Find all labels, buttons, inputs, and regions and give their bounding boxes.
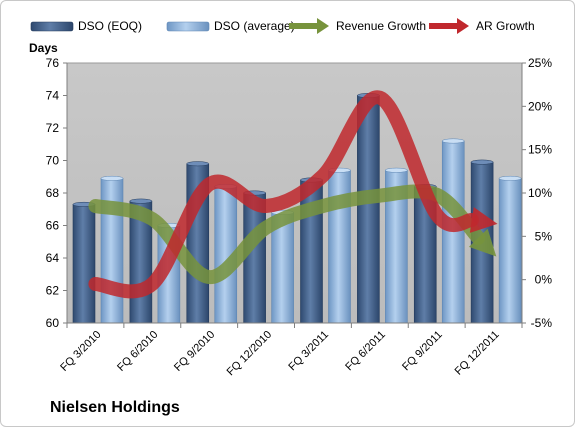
legend-swatch-dso-average <box>166 21 210 32</box>
bar-top-dso-average-0 <box>100 175 124 181</box>
legend-label-ar-growth: AR Growth <box>476 19 535 33</box>
bar-dso-eoq-0 <box>72 204 96 324</box>
y-right-tick-label-4: 15% <box>528 143 552 157</box>
legend-swatch-dso-eoq <box>30 21 74 32</box>
x-tick-label-1: FQ 6/2010 <box>115 329 160 374</box>
bar-dso-average-0 <box>100 178 124 324</box>
x-tick-label-7: FQ 12/2011 <box>453 329 502 378</box>
legend-label-revenue-growth: Revenue Growth <box>336 19 426 33</box>
bar-top-dso-eoq-2 <box>186 161 209 167</box>
y-left-tick-label-2: 64 <box>46 251 60 265</box>
line-ar-growth <box>88 90 479 299</box>
y-left-tick-label-1: 62 <box>46 284 60 298</box>
x-tick-label-5: FQ 6/2011 <box>343 329 388 374</box>
y-left-tick-label-0: 60 <box>46 316 60 330</box>
bar-top-dso-average-6 <box>442 138 465 144</box>
line-layer <box>88 90 498 299</box>
y-right-tick-label-1: 0% <box>535 273 553 287</box>
bar-top-dso-eoq-1 <box>129 198 153 204</box>
y-left-tick-label-6: 72 <box>46 121 60 135</box>
y-left-tick-label-3: 66 <box>46 219 60 233</box>
y-right-tick-label-0: -5% <box>531 316 553 330</box>
bar-top-dso-eoq-7 <box>470 159 494 165</box>
bar-top-dso-average-5 <box>385 167 408 173</box>
y-left-tick-label-7: 74 <box>46 89 60 103</box>
bar-top-dso-average-7 <box>498 175 522 181</box>
x-tick-label-3: FQ 12/2010 <box>225 329 275 379</box>
y-right-tick-label-3: 10% <box>528 186 552 200</box>
legend-arrow-ar-growth <box>457 18 469 34</box>
y-left-tick-label-8: 76 <box>46 56 60 70</box>
y-left-tick-label-4: 68 <box>46 186 60 200</box>
y-right-tick-label-5: 20% <box>528 99 552 113</box>
y-right-tick-label-6: 25% <box>528 56 552 70</box>
arrow-head-ar-growth <box>469 207 498 233</box>
bar-dso-average-7 <box>498 178 522 324</box>
company-name: Nielsen Holdings <box>50 399 180 416</box>
bar-dso-eoq-5 <box>357 95 380 324</box>
x-tick-label-2: FQ 9/2010 <box>172 329 217 374</box>
arrow-head-revenue-growth <box>468 228 497 257</box>
x-tick-label-6: FQ 9/2011 <box>400 329 445 374</box>
legend-arrow-revenue-growth <box>317 18 329 34</box>
x-tick-label-4: FQ 3/2011 <box>286 329 331 374</box>
y-right-tick-label-2: 5% <box>535 229 553 243</box>
legend: DSO (EOQ) DSO (average) Revenue Growth AR G… <box>30 18 535 34</box>
left-axis-title: Days <box>29 41 58 55</box>
x-tick-label-0: FQ 3/2010 <box>58 329 103 374</box>
legend-label-dso-eoq: DSO (EOQ) <box>78 19 142 33</box>
y-left-tick-label-5: 70 <box>46 154 60 168</box>
legend-label-dso-average: DSO (average) <box>214 19 295 33</box>
